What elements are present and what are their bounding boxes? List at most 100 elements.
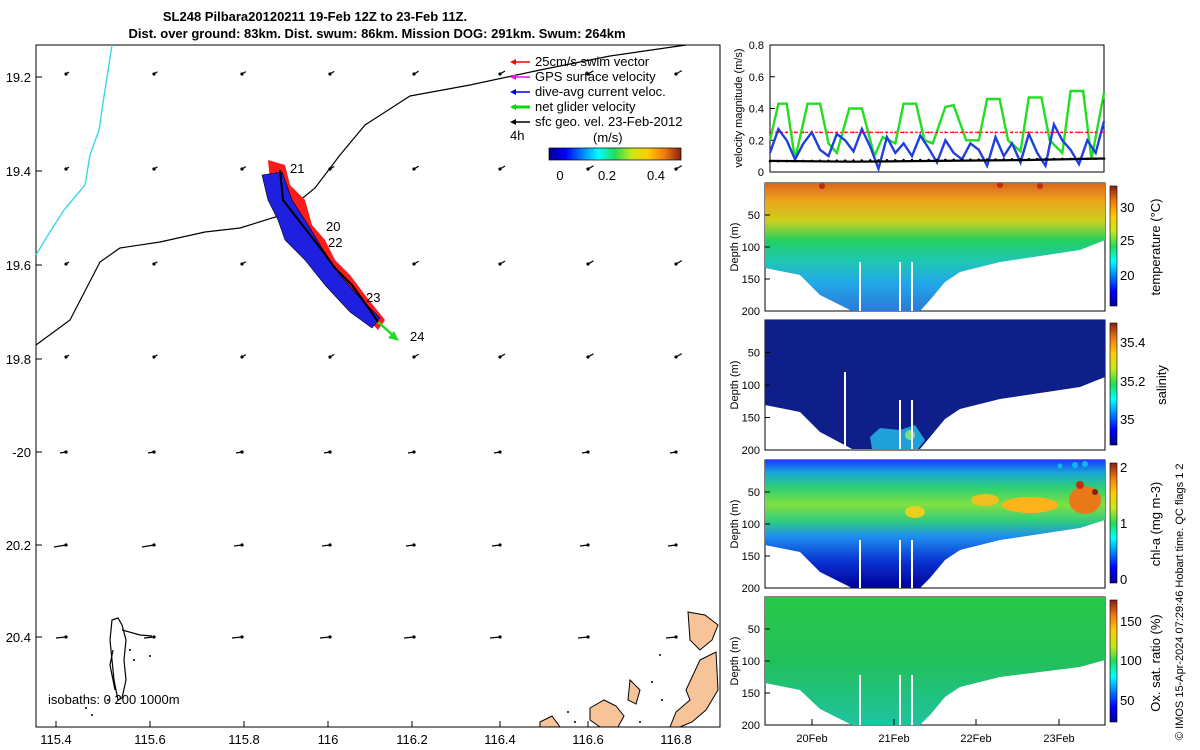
geo-velocity-arrow-tail [64,72,68,76]
geo-vel-marker [785,159,788,163]
legend-label: 25cm/s swim vector [535,54,650,69]
isobath-legend: isobaths: 0 200 1000m [48,692,180,707]
geo-velocity-arrow-tail [674,635,678,639]
swim-ref-marker [885,131,888,134]
swim-ref-marker [936,131,938,134]
velocity-series-line [768,120,1106,173]
geo-vel-marker [877,159,880,162]
colorbar-prefix: 4h [510,128,524,143]
title-line-1: SL248 Pilbara20120211 19-Feb 12Z to 23-F… [163,9,467,24]
geo-velocity-arrow-tail [64,543,68,547]
depth-tick-label: 200 [742,306,760,318]
geo-velocity-arrow-tail [328,355,332,359]
geo-velocity-arrow [319,636,331,639]
geo-velocity-arrow-tail [412,355,416,359]
time-tick-label: 23Feb [1043,733,1074,745]
map-xtick-label: 116.6 [572,732,604,747]
temperature-colorbar [1109,185,1118,307]
geo-velocity-arrow-tail [412,543,416,547]
temperature-cbar-tick-0: 20 [1120,268,1134,283]
island-outline [109,617,153,701]
geo-velocity-arrow [403,636,415,639]
temperature-cbar-label: temperature (°C) [1148,199,1163,296]
swim-ref-marker [785,131,788,134]
temperature-field [765,183,1105,311]
title-line-2: Dist. over ground: 83km. Dist. swum: 86k… [128,26,625,41]
map-xtick-label: 116.8 [660,732,692,747]
salinity-green-patch [905,430,915,440]
swim-ref-marker [894,131,897,134]
temperature-dive-gaps [859,262,913,311]
map-ytick-label: 19.2 [6,70,31,85]
temperature-cbar-tick-1: 25 [1120,233,1134,248]
geo-velocity-arrow [143,636,155,639]
swim-ref-marker [860,131,863,134]
geo-vel-marker [793,159,797,163]
swim-ref-marker [1036,131,1039,134]
footer-copyright: © IMOS 15-Apr-2024 07:29:46 Hobart time.… [1174,463,1186,740]
geo-vel-marker [919,158,922,162]
map-y-ticks: 19.2 19.4 19.6 19.8 -20 20.2 20.4 [6,70,42,645]
depth-tick-label: 50 [748,624,760,636]
geo-velocity-arrow-tail [240,262,244,266]
day-label-20: 20 [326,219,340,234]
swim-ref-marker [961,131,964,134]
oxygen-cbar-label: Ox. sat. ratio (%) [1148,614,1163,712]
velocity-ytick-label: 0.2 [749,135,764,147]
swim-ref-marker [777,131,780,134]
chla-colorbar [1109,462,1118,584]
geo-velocity-arrow [55,636,67,639]
geo-velocity-arrow-tail [64,167,68,171]
oxygen-panel: 50 100 150 Ox. sat. ratio (%) [764,596,1163,726]
geo-vel-marker [1086,157,1089,161]
geo-vel-marker [1019,158,1022,161]
geo-velocity-arrow-tail [152,72,156,76]
colorbar-label: (m/s) [593,130,623,145]
velocity-ytick-label: 0.4 [749,104,764,116]
geo-velocity-arrow-tail [412,167,416,171]
geo-vel-marker [1060,157,1064,161]
depth-axis-label: Depth (m) [729,361,741,410]
day-label-24: 24 [410,329,424,344]
geo-velocity-arrow-tail [152,635,156,639]
chla-bloom [905,481,1101,518]
geo-vel-marker [868,159,872,162]
swim-ref-marker [969,131,972,134]
swim-ref-marker [802,131,805,134]
geo-velocity-arrow-tail [152,167,156,171]
swim-ref-marker [994,131,997,134]
chla-panel: 0 1 2 chl-a (mg m-3) [764,459,1163,589]
geo-velocity-arrow [489,636,501,639]
salinity-cbar-tick-1: 35.2 [1120,374,1145,389]
legend-swatch-head [510,119,516,125]
temperature-panel: 20 25 30 temperature (°C) [764,182,1163,312]
velocity-y-ticks: 0 0.2 0.4 0.6 0.8 [749,40,775,179]
chla-cbar-tick-0: 0 [1120,572,1127,587]
salinity-cbar-tick-2: 35.4 [1120,335,1145,350]
legend-label: dive-avg current veloc. [535,84,666,99]
swim-ref-marker [852,131,855,134]
velocity-ylabel: velocity magnitude (m/s) [733,48,745,167]
geo-velocity-arrow-tail [586,450,590,454]
legend-label: GPS surface velocity [535,69,656,84]
map-axes [35,44,721,728]
velocity-ytick-label: 0.6 [749,72,764,84]
geo-vel-marker [1102,157,1106,160]
geo-vel-marker [977,158,981,161]
geo-vel-marker [969,158,972,161]
legend-swatch-head [510,89,516,95]
velocity-series [768,89,1106,173]
temperature-surface-dots [819,182,1043,189]
swim-ref-marker [1044,131,1047,134]
geo-velocity-arrow-tail [240,543,244,547]
swim-ref-marker [1069,131,1072,134]
geo-velocity-arrow [665,636,677,639]
time-tick-label: 20Feb [796,733,827,745]
geo-velocity-arrow-tail [328,543,332,547]
geo-vel-marker [1027,157,1031,161]
geo-velocity-arrow-tail [674,167,678,171]
salinity-cbar-tick-0: 35 [1120,412,1134,427]
geo-vel-marker [1094,157,1097,161]
geo-velocity-arrow-tail [328,635,332,639]
